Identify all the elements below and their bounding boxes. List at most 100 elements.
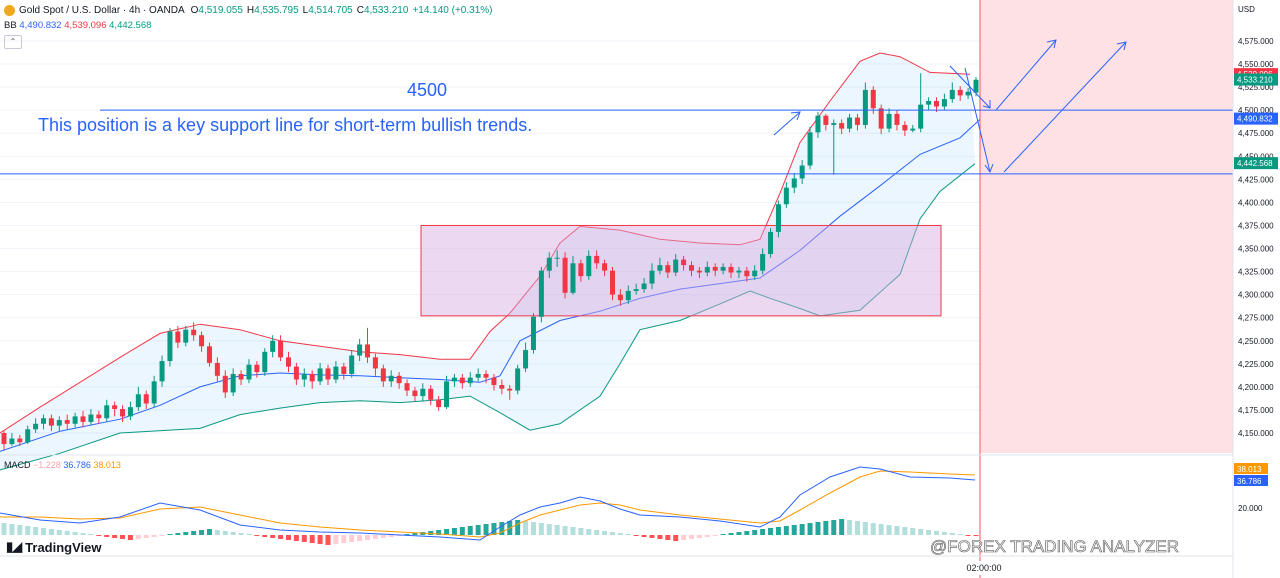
macd-hist-bar [523,521,529,535]
candle-body [104,405,110,419]
macd-hist-bar [365,535,371,540]
candle-body [854,117,860,125]
candle-body [262,351,268,373]
macd-hist-bar [831,520,837,535]
open-label: O [190,4,199,16]
macd-hist-bar [910,528,916,535]
macd-hist-bar [483,524,489,535]
macd-label: MACD [4,460,31,470]
candle-body [957,89,963,96]
candle-body [459,377,465,384]
price-tick: 4,525.000 [1238,83,1274,92]
macd-hist-bar [783,526,789,535]
arrowhead-down-1 [982,100,991,109]
macd-value-label: 38.013 [1237,465,1262,474]
bb-fill [0,53,975,470]
candle-body [562,257,568,293]
arrowhead-down-2 [984,163,994,174]
candle-body [143,394,149,404]
trend-arrows [773,39,1127,174]
close-value: 4,533.210 [363,4,409,16]
macd-hist-bar [183,532,189,535]
macd-hist-bar [791,525,797,535]
macd-hist-bar [839,519,845,535]
macd-hist-bar [214,530,220,535]
candle-body [649,270,655,284]
candle-body [159,361,165,382]
candle-body [949,89,955,100]
macd-hist-bar [325,535,331,545]
candle-body [17,438,23,443]
candle-body [657,265,663,271]
macd-hist-bar [530,522,536,535]
arrowhead-up-2 [1116,41,1127,51]
candle-body [744,270,750,277]
macd-hist-bar [736,532,742,535]
candle-body [965,91,971,96]
currency-label: USD [1238,5,1255,14]
candle-body [594,255,600,264]
candle-body [199,335,205,347]
macd-hist-bar [254,535,260,536]
candle-body [870,89,876,109]
tradingview-logo[interactable]: ▮◢ TradingView [6,539,102,555]
symbol-title[interactable]: Gold Spot / U.S. Dollar · 4h · OANDA [19,4,185,16]
macd-hist-bar [285,535,291,540]
macd-hist-bar [104,535,110,537]
candle-body [507,388,513,391]
candle-body [799,165,805,179]
tradingview-wordmark: TradingView [25,539,102,555]
macd-hist-bar [918,529,924,535]
macd-hist-bar [578,528,584,535]
support-note: This position is a key support line for … [38,115,532,135]
macd-hist-bar [388,535,394,537]
candle-body [760,254,766,271]
macd-hist-bar [396,535,402,536]
bb-basis-line [0,119,981,452]
candle-body [823,115,829,125]
bb-lower-value: 4,442.568 [109,20,152,31]
candle-body [807,132,813,166]
macd-hist-bar [459,527,465,535]
macd-hist-bar [799,524,805,535]
candle-body [696,270,702,273]
candle-body [183,329,189,343]
bb-legend[interactable]: BB 4,490.832 4,539.096 4,442.568 [4,20,151,31]
macd-hist-bar [199,530,205,535]
macd-label-bg [1234,463,1268,474]
macd-hist-bar [206,529,212,535]
macd-hist-bar [752,530,758,535]
candle-body [847,117,853,129]
candle-body [428,388,434,400]
candle-body [372,357,378,369]
macd-hist-bar [586,529,592,535]
macd-legend[interactable]: MACD −1.228 36.786 38.013 [4,460,121,470]
macd-hist-bar [230,532,236,535]
macd-hist-bar [238,533,244,535]
macd-hist-bar [436,530,442,535]
candle-body [444,381,450,408]
macd-hist-bar [649,535,655,538]
candle-body [546,257,552,271]
macd-hist-bar [491,523,497,535]
macd-hist-bar [633,535,639,536]
candle-body [341,366,347,374]
candle-body [72,416,78,424]
price-axis[interactable]: 4,575.000 4,550.000 4,525.000 4,500.000 4,47… [1238,37,1274,438]
candle-body [365,344,371,358]
support-lines [0,109,1233,175]
macd-hist-bar [112,535,118,538]
macd-hist-bar [349,535,355,542]
candle-body [293,366,299,380]
candle-body [483,373,489,378]
collapse-legend-button[interactable]: ⌃ [4,35,22,49]
macd-hist-bar [96,535,102,536]
future-region [980,0,1233,453]
candle-body [33,423,39,430]
macd-hist-bar [823,521,829,535]
price-tick: 4,400.000 [1238,198,1274,207]
candle-body [112,405,118,410]
macd-label-bg [1234,475,1268,486]
macd-signal-line [0,470,976,538]
